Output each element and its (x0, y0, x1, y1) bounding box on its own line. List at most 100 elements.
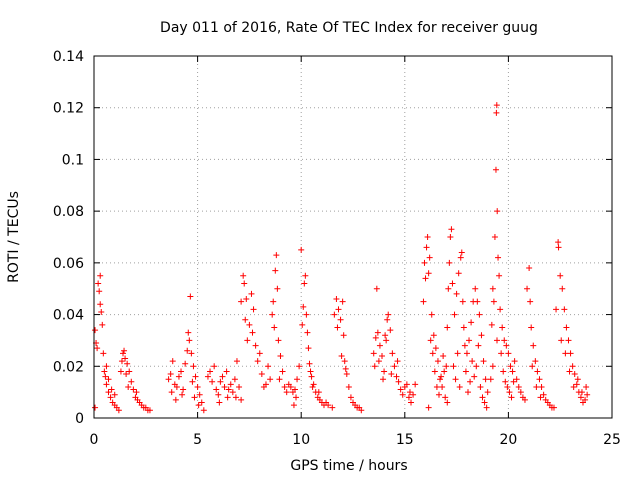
data-point (430, 332, 437, 339)
data-point (187, 293, 194, 300)
data-point (562, 350, 569, 357)
data-point (172, 396, 179, 403)
data-point (95, 280, 102, 287)
data-point (540, 391, 547, 398)
data-point (294, 376, 301, 383)
data-point (489, 285, 496, 292)
data-point (496, 272, 503, 279)
data-point (329, 404, 336, 411)
data-point (434, 358, 441, 365)
chart-title: Day 011 of 2016, Rate Of TEC Index for r… (160, 20, 538, 36)
data-point (190, 363, 197, 370)
data-points (92, 102, 591, 414)
data-point (337, 316, 344, 323)
grid (94, 56, 612, 418)
data-point (256, 350, 263, 357)
data-point (583, 383, 590, 390)
data-point (450, 363, 457, 370)
data-point (502, 378, 509, 385)
data-point (557, 272, 564, 279)
data-point (459, 298, 466, 305)
data-point (373, 285, 380, 292)
data-point (126, 368, 133, 375)
data-point (200, 407, 207, 414)
data-point (299, 321, 306, 328)
data-point (563, 324, 570, 331)
data-point (405, 394, 412, 401)
data-point (469, 358, 476, 365)
data-point (211, 363, 218, 370)
data-point (270, 298, 277, 305)
data-point (498, 350, 505, 357)
data-point (169, 358, 176, 365)
data-point (515, 383, 522, 390)
data-point (111, 391, 118, 398)
data-point (241, 280, 248, 287)
data-point (133, 389, 140, 396)
data-point (279, 368, 286, 375)
data-point (487, 376, 494, 383)
data-point (432, 345, 439, 352)
data-point (347, 394, 354, 401)
data-point (108, 386, 115, 393)
data-point (375, 358, 382, 365)
data-point (358, 407, 365, 414)
data-point (571, 371, 578, 378)
data-point (382, 332, 389, 339)
data-point (99, 321, 106, 328)
data-point (447, 234, 454, 240)
data-point (483, 404, 490, 411)
data-point (464, 389, 471, 396)
data-point (449, 280, 456, 287)
data-point (296, 363, 303, 370)
data-point (275, 337, 282, 344)
data-point (550, 404, 557, 411)
data-point (461, 342, 468, 349)
data-point (387, 327, 394, 334)
data-point (456, 383, 463, 390)
data-point (182, 360, 189, 367)
data-point (383, 337, 390, 344)
data-point (565, 337, 572, 344)
data-point (425, 270, 432, 277)
data-point (303, 311, 310, 318)
data-point (440, 352, 447, 359)
data-point (291, 386, 298, 393)
data-point (248, 290, 255, 297)
data-point (499, 324, 506, 331)
data-point (561, 306, 568, 313)
data-point (379, 352, 386, 359)
data-point (335, 306, 342, 313)
data-point (478, 332, 485, 339)
data-point (115, 407, 122, 414)
data-point (476, 311, 483, 318)
data-point (215, 391, 222, 398)
y-axis-label: ROTI / TECUs (6, 191, 22, 283)
data-point (488, 321, 495, 328)
data-point (536, 376, 543, 383)
data-point (428, 311, 435, 318)
y-tick-label: 0.04 (53, 308, 84, 324)
data-point (376, 342, 383, 349)
data-point (331, 311, 338, 318)
data-point (120, 350, 127, 357)
data-point (333, 296, 340, 303)
data-point (272, 267, 279, 274)
data-point (225, 386, 232, 393)
data-point (489, 363, 496, 370)
data-point (393, 373, 400, 380)
data-point (196, 391, 203, 398)
data-point (517, 389, 524, 396)
data-point (577, 394, 584, 401)
data-point (493, 109, 500, 116)
data-point (236, 383, 243, 390)
data-point (457, 254, 464, 261)
data-point (293, 394, 300, 401)
data-point (281, 383, 288, 390)
data-point (451, 311, 458, 318)
data-point (287, 383, 294, 390)
data-point (246, 321, 253, 328)
data-point (573, 381, 580, 388)
data-point (186, 337, 193, 344)
data-point (532, 358, 539, 365)
